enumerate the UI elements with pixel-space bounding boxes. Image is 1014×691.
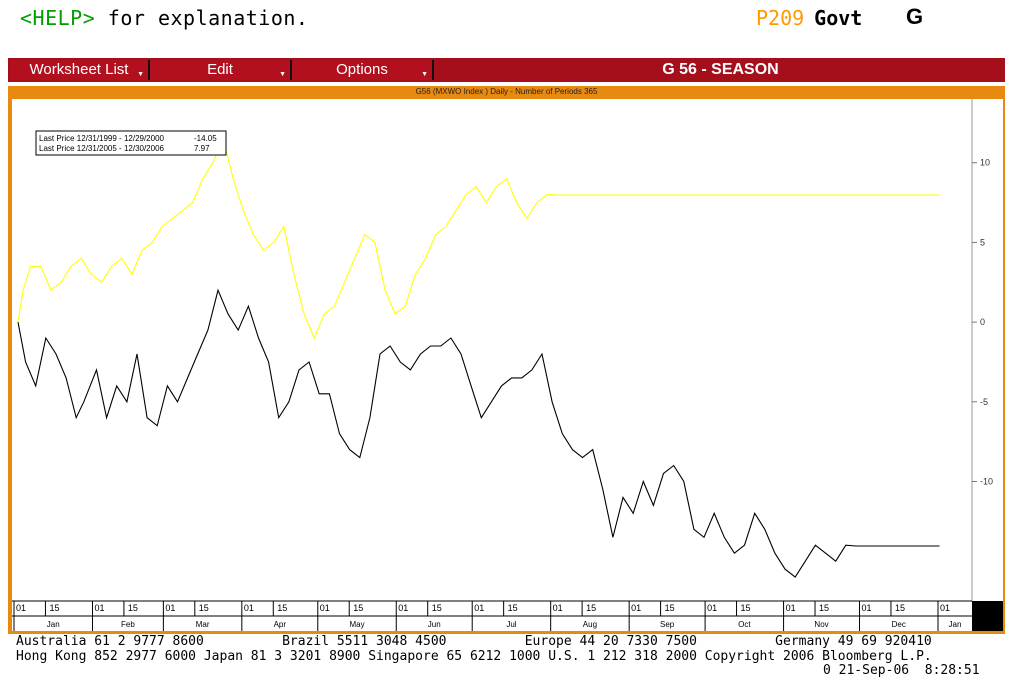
day-label: 01 [786, 603, 796, 613]
day-label: 15 [432, 603, 442, 613]
legend-value: -14.05 [194, 134, 217, 143]
legend-label: Last Price 12/31/1999 - 12/29/2000 [39, 134, 165, 143]
function-key: G [906, 4, 924, 29]
worksheet-list-button[interactable]: Worksheet List ▼ [10, 60, 150, 80]
series-line-2005 [17, 137, 940, 340]
day-label: 01 [862, 603, 872, 613]
day-label: 15 [665, 603, 675, 613]
day-label: 15 [586, 603, 596, 613]
season-chart: 10 5 0 -5 -10 Last Price 12/31/1999 - 12/29/2… [12, 99, 1003, 631]
day-label: 15 [508, 603, 518, 613]
month-label: Nov [814, 620, 828, 629]
legend: Last Price 12/31/1999 - 12/29/2000 -14.05… [35, 130, 227, 156]
day-label: 01 [16, 603, 26, 613]
day-label: 15 [277, 603, 287, 613]
plot-background [12, 99, 1003, 631]
day-label: 15 [199, 603, 209, 613]
help-text: for explanation. [95, 6, 309, 30]
day-label: 15 [128, 603, 138, 613]
series-line-1999 [17, 288, 940, 578]
day-label: 15 [895, 603, 905, 613]
help-key[interactable]: <HELP> [20, 6, 96, 30]
month-label: Oct [738, 620, 751, 629]
legend-label: Last Price 12/31/2005 - 12/30/2006 [39, 144, 165, 153]
day-label: 01 [320, 603, 330, 613]
month-label: May [349, 620, 364, 629]
month-label: Apr [274, 620, 287, 629]
day-label: 01 [707, 603, 717, 613]
footer-contacts-2: Hong Kong 852 2977 6000 Japan 81 3 3201 … [16, 649, 932, 664]
worksheet-list-label: Worksheet List [29, 61, 129, 78]
y-tick-label: 0 [980, 317, 985, 327]
month-label: Jul [506, 620, 516, 629]
market-sector: Govt [814, 6, 863, 30]
help-prompt: <HELP> for explanation. [20, 6, 308, 30]
edit-label: Edit [207, 61, 233, 78]
page-number: P209 [756, 6, 805, 30]
y-tick-label: -10 [980, 476, 993, 486]
month-label: Jan [47, 620, 60, 629]
month-label: Sep [660, 620, 675, 629]
month-label: Jun [428, 620, 441, 629]
month-label: Jan [949, 620, 962, 629]
day-label: 15 [741, 603, 751, 613]
edit-button[interactable]: Edit ▼ [150, 60, 292, 80]
chart-title: G56 (MXWO Index ) Daily - Number of Peri… [415, 87, 598, 96]
day-label: 01 [940, 603, 950, 613]
day-label: 15 [819, 603, 829, 613]
legend-box [35, 130, 227, 156]
y-tick-label: 10 [980, 158, 990, 168]
day-label: 01 [398, 603, 408, 613]
month-label: Aug [583, 620, 597, 629]
day-label: 15 [49, 603, 59, 613]
dropdown-triangle-icon: ▼ [279, 71, 286, 78]
legend-value: 7.97 [194, 144, 210, 153]
footer-contacts-1: Australia 61 2 9777 8600 Brazil 5511 304… [16, 634, 932, 649]
page-info: P209 Govt G [756, 4, 923, 30]
month-label: Mar [196, 620, 210, 629]
day-label: 01 [553, 603, 563, 613]
day-label: 01 [631, 603, 641, 613]
options-button[interactable]: Options ▼ [292, 60, 434, 80]
y-tick-label: 5 [980, 237, 985, 247]
day-label: 01 [244, 603, 254, 613]
dropdown-triangle-icon: ▼ [137, 71, 144, 78]
day-label: 01 [94, 603, 104, 613]
dropdown-triangle-icon: ▼ [421, 71, 428, 78]
axis-corner [972, 601, 1003, 631]
footer-timestamp: 0 21-Sep-06 8:28:51 [823, 663, 980, 678]
month-label: Feb [121, 620, 135, 629]
y-tick-label: -5 [980, 397, 988, 407]
day-label: 15 [353, 603, 363, 613]
menu-bar: Worksheet List ▼ Edit ▼ Options ▼ G 56 - SE… [8, 58, 1005, 82]
month-label: Dec [892, 620, 906, 629]
screen-title: G 56 - SEASON [662, 61, 779, 78]
options-label: Options [336, 61, 388, 78]
day-label: 01 [474, 603, 484, 613]
day-label: 01 [165, 603, 175, 613]
